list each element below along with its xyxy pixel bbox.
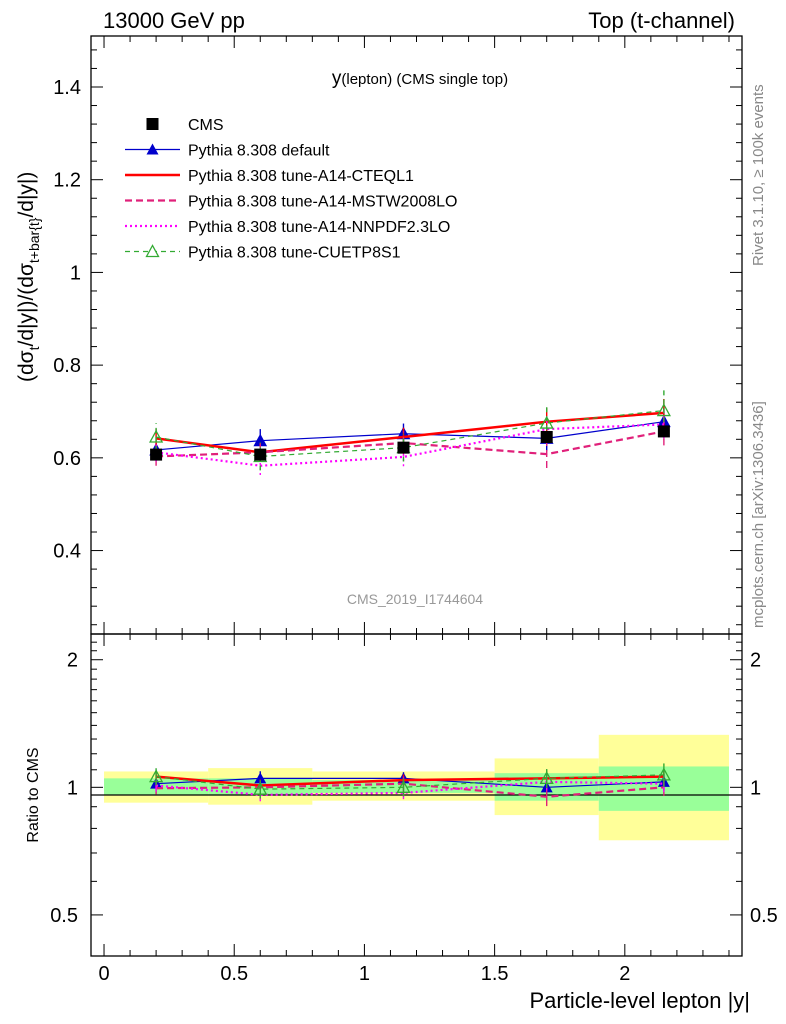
data-point (657, 425, 670, 438)
main-y-axis-label: (dσt/d|y|)/(dσt+bar{t}/d|y|) (15, 172, 42, 382)
ratio-series-marker (149, 769, 164, 783)
main-plot-title: y(lepton) (CMS single top) (332, 68, 508, 89)
header-right-label: Top (t-channel) (588, 8, 735, 33)
ratio-y-tick-label-right: 1 (750, 777, 761, 799)
legend: CMS Pythia 8.308 default Pythia 8.308 tune… (125, 117, 457, 262)
main-series-marker (539, 415, 554, 429)
main-y-tick-label: 1.4 (53, 77, 81, 99)
ratio-series-4 (149, 763, 671, 799)
header-left-label: 13000 GeV pp (103, 8, 245, 33)
main-series-line (155, 409, 664, 458)
main-series-marker (149, 429, 164, 443)
ratio-series-marker (656, 767, 671, 781)
rivet-version-label: Rivet 3.1.10, ≥ 100k events (750, 84, 767, 266)
ratio-y-axis-label: Ratio to CMS (25, 747, 42, 842)
x-tick-label: 0 (98, 963, 109, 985)
x-tick-label: 1.5 (481, 963, 509, 985)
legend-label: Pythia 8.308 tune-A14-NNPDF2.3LO (188, 219, 450, 236)
legend-data-marker (146, 118, 159, 130)
ratio-series-marker (254, 772, 267, 784)
main-series-line (155, 423, 664, 467)
mcplots-source-label: mcplots.cern.ch [arXiv:1306.3436] (750, 401, 767, 628)
legend-entry-3: Pythia 8.308 tune-A14-NNPDF2.3LO (125, 219, 450, 236)
main-title-variable: y (332, 68, 342, 89)
legend-marker (145, 244, 160, 258)
x-tick-label: 0.5 (220, 963, 248, 985)
ratio-y-tick-label-right: 2 (750, 650, 761, 672)
main-series-marker (656, 403, 671, 417)
data-point (254, 448, 267, 461)
main-y-tick-label: 1 (70, 262, 81, 284)
main-title-suffix: (lepton) (CMS single top) (341, 71, 508, 88)
main-series-layer (149, 389, 671, 475)
ratio-series-marker (253, 781, 268, 795)
legend-entry-1: Pythia 8.308 tune-A14-CTEQL1 (125, 168, 414, 185)
main-y-tick-label: 0.4 (53, 541, 81, 563)
main-y-tick-label: 0.6 (53, 448, 81, 470)
ratio-series-marker (396, 779, 411, 793)
legend-label: Pythia 8.308 tune-A14-CTEQL1 (188, 168, 414, 185)
analysis-tag: CMS_2019_I1744604 (347, 591, 483, 607)
legend-marker (146, 143, 159, 155)
ratio-series-layer (149, 763, 671, 807)
x-axis-label: Particle-level lepton |y| (529, 988, 750, 1013)
ratio-series-marker (539, 770, 554, 784)
main-series-0 (149, 407, 671, 457)
ratio-panel: 0.5 0.5 1 1 2 2 0 0.5 1 1.5 2 Ratio to CMS Particl… (25, 633, 778, 1013)
ratio-axes: 0.5 0.5 1 1 2 2 0 0.5 1 1.5 2 (50, 634, 778, 985)
legend-label: Pythia 8.308 tune-A14-MSTW2008LO (188, 194, 457, 211)
ratio-y-tick-label-right: 0.5 (750, 905, 778, 927)
main-series-1 (155, 398, 665, 462)
x-tick-label: 1 (359, 963, 370, 985)
main-y-tick-label: 1.2 (53, 170, 81, 192)
legend-entry-0: Pythia 8.308 default (125, 143, 330, 160)
main-panel: 0.4 0.6 0.8 1 1.2 1.4 y(lepton) (CMS single t… (15, 35, 743, 635)
main-series-4 (149, 389, 671, 471)
ratio-y-tick-label: 0.5 (50, 905, 78, 927)
data-point (540, 430, 553, 443)
x-tick-label: 2 (619, 963, 630, 985)
legend-label: Pythia 8.308 tune-CUETP8S1 (188, 245, 401, 262)
main-data-points (150, 425, 670, 461)
legend-entry-4: Pythia 8.308 tune-CUETP8S1 (125, 244, 401, 262)
legend-entry-data: CMS (146, 117, 224, 134)
main-y-tick-label: 0.8 (53, 355, 81, 377)
ratio-y-tick-label: 1 (67, 777, 78, 799)
legend-data-label: CMS (188, 117, 224, 134)
ratio-y-tick-label: 2 (67, 650, 78, 672)
legend-label: Pythia 8.308 default (188, 143, 330, 160)
data-point (150, 448, 163, 461)
main-axes: 0.4 0.6 0.8 1 1.2 1.4 (53, 36, 742, 634)
ratio-series-line (156, 780, 664, 796)
data-point (397, 441, 410, 454)
legend-entry-2: Pythia 8.308 tune-A14-MSTW2008LO (125, 194, 457, 211)
ratio-uncertainty-bands (104, 734, 729, 841)
